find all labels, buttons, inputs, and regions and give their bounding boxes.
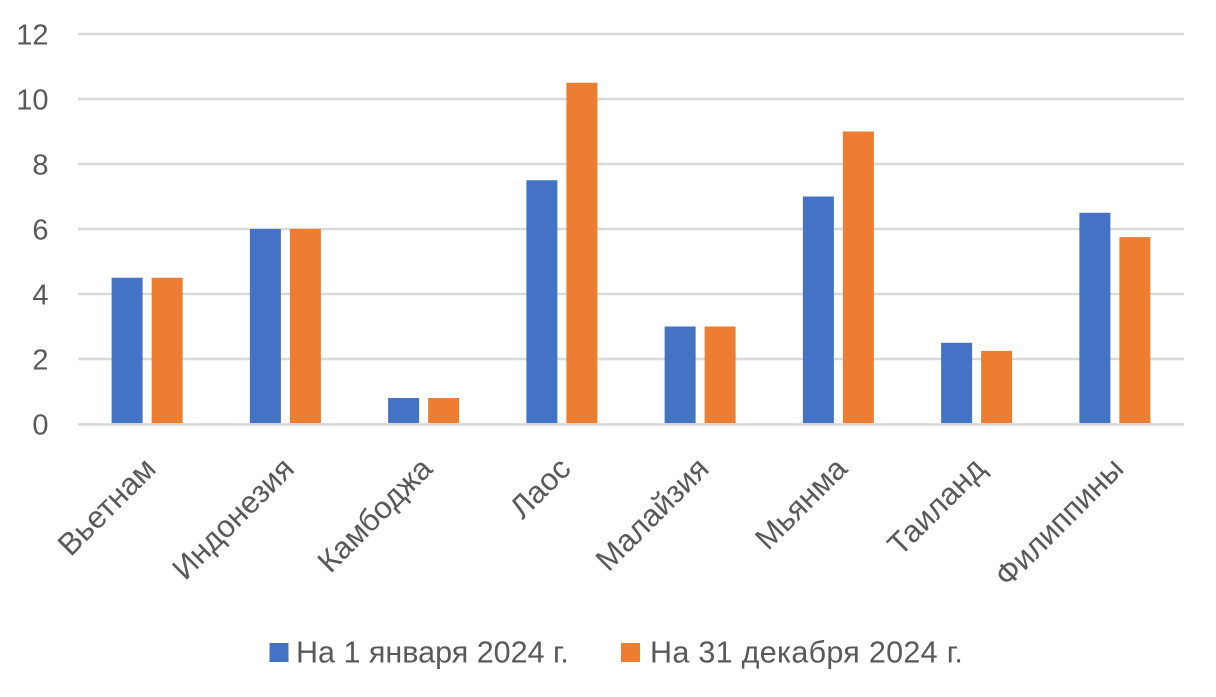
svg-text:6: 6 <box>32 214 48 246</box>
svg-text:12: 12 <box>16 19 48 51</box>
svg-text:0: 0 <box>32 409 48 441</box>
svg-text:На 31 декабря 2024 г.: На 31 декабря 2024 г. <box>650 636 963 670</box>
svg-text:8: 8 <box>32 149 48 181</box>
svg-text:На 1 января 2024 г.: На 1 января 2024 г. <box>296 636 569 670</box>
svg-text:10: 10 <box>16 84 48 116</box>
svg-text:4: 4 <box>32 279 48 311</box>
svg-text:2: 2 <box>32 344 48 376</box>
